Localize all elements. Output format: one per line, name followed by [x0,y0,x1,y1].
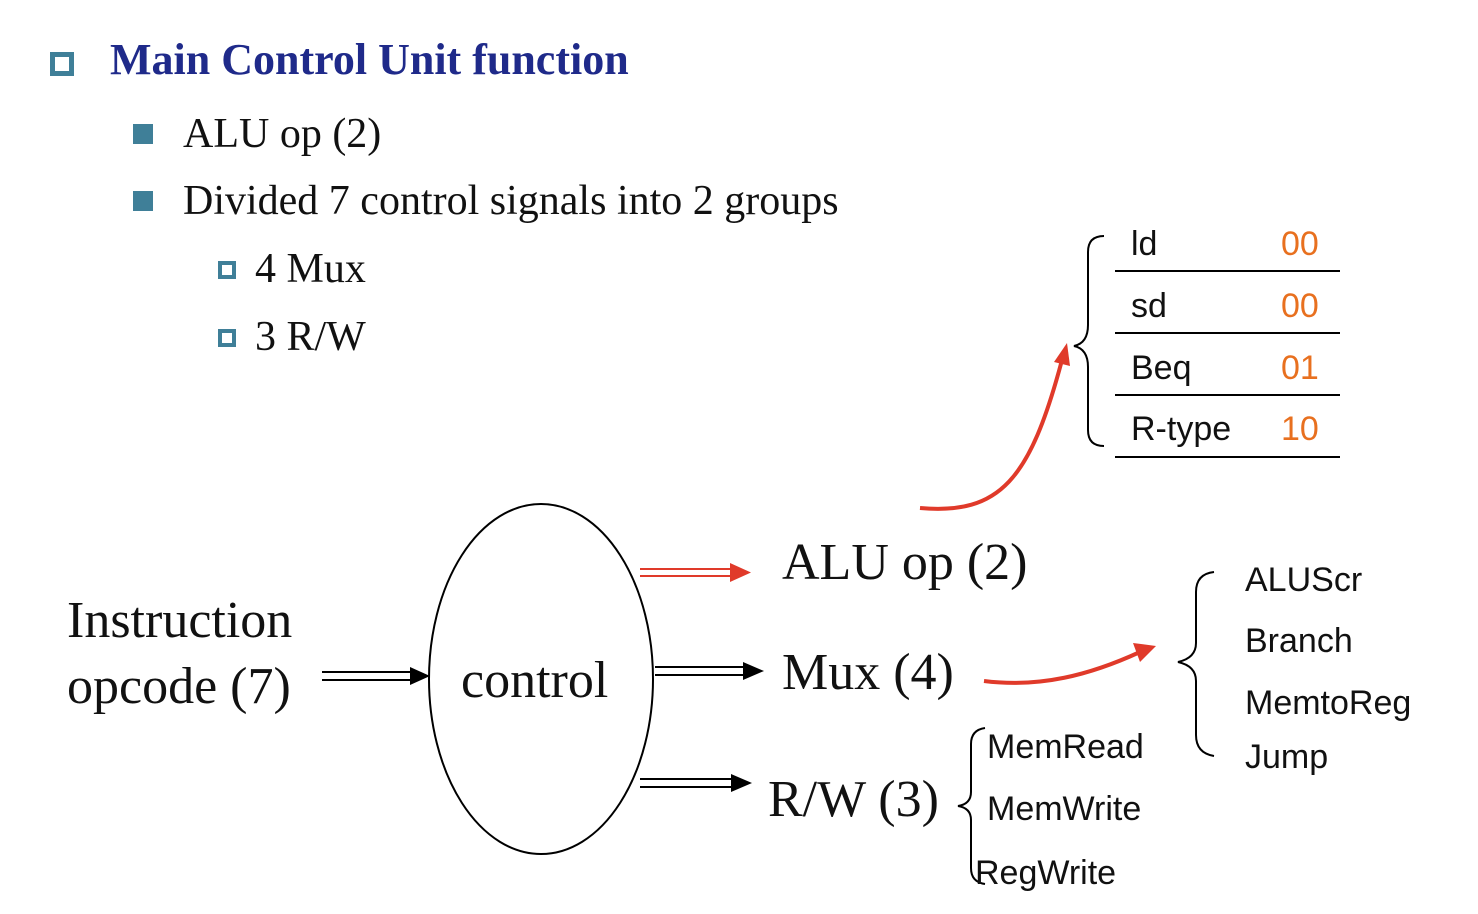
bullet-alu-op: ALU op (2) [183,111,382,157]
hollow-square-icon [50,52,74,76]
input-label-line2: opcode (7) [67,658,291,715]
mux-arrow [655,662,764,680]
bullet-mux: 4 Mux [255,246,366,292]
rw-signal-memread: MemRead [987,728,1144,766]
rw-signals-brace [957,727,986,885]
table-instr-sd: sd [1131,287,1167,325]
table-instr-beq: Beq [1131,349,1192,387]
mux-signal-jump: Jump [1245,738,1329,776]
mux-label: Mux (4) [782,644,954,701]
table-code-rtype: 10 [1281,410,1319,448]
aluop-to-table-arrow [919,343,1070,511]
table-instr-rtype: R-type [1131,410,1232,448]
input-label-line1: Instruction [67,592,293,649]
control-label: control [461,652,609,709]
rw-arrow [640,774,752,792]
table-instr-ld: ld [1131,225,1158,263]
input-arrow [322,667,430,685]
table-code-sd: 00 [1281,287,1319,325]
table-code-beq: 01 [1281,349,1319,387]
mux-signal-memtoreg: MemtoReg [1245,684,1412,722]
mux-to-signals-arrow [983,643,1156,685]
hollow-square-icon [218,261,236,279]
aluop-table-rules [1115,270,1340,458]
mux-signal-branch: Branch [1245,622,1353,660]
hollow-square-icon [218,329,236,347]
aluop-arrow [640,563,751,582]
control-ellipse [428,503,654,855]
slide-title: Main Control Unit function [110,35,629,84]
table-code-ld: 00 [1281,225,1319,263]
aluop-label: ALU op (2) [782,534,1028,591]
bullet-divided: Divided 7 control signals into 2 groups [183,178,839,224]
aluop-table-brace [1073,235,1105,447]
mux-signals-brace [1177,571,1215,757]
rw-signal-memwrite: MemWrite [987,790,1142,828]
rw-label: R/W (3) [768,771,939,828]
bullet-rw: 3 R/W [255,314,366,360]
rw-signal-regwrite: RegWrite [975,854,1117,892]
solid-square-icon [133,124,153,144]
mux-signal-aluscr: ALUScr [1245,561,1363,599]
solid-square-icon [133,191,153,211]
